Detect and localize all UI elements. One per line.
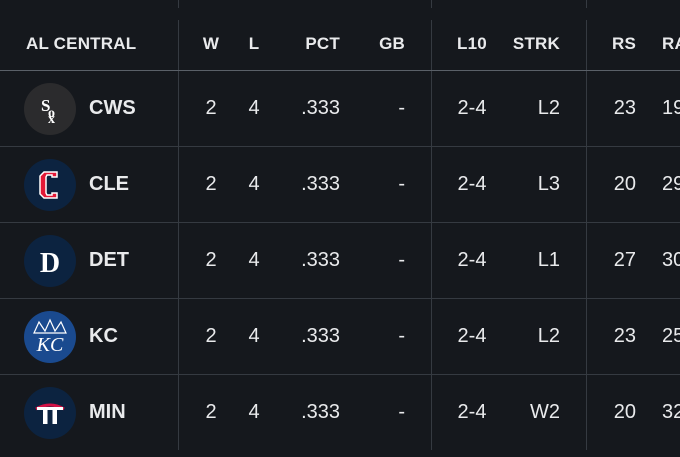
column-header-gb[interactable]: GB bbox=[379, 34, 405, 53]
games-back: - bbox=[398, 97, 405, 119]
last-ten: 2-4 bbox=[457, 97, 487, 119]
division-header: AL CENTRAL bbox=[26, 34, 137, 53]
losses: 4 bbox=[248, 401, 260, 423]
header-divider bbox=[0, 70, 680, 71]
row-divider bbox=[0, 298, 680, 299]
column-divider bbox=[586, 20, 587, 450]
streak: L2 bbox=[537, 97, 560, 119]
team-name[interactable]: MIN bbox=[89, 401, 126, 423]
column-header-l10[interactable]: L10 bbox=[457, 34, 487, 53]
streak: L1 bbox=[537, 249, 560, 271]
runs-scored: 23 bbox=[613, 97, 636, 119]
column-divider bbox=[431, 20, 432, 450]
column-divider bbox=[586, 0, 587, 8]
column-header-ra[interactable]: RA bbox=[662, 34, 680, 53]
row-divider bbox=[0, 146, 680, 147]
win-pct: .333 bbox=[301, 401, 340, 423]
wins: 2 bbox=[205, 401, 217, 423]
royals-logo: KC bbox=[24, 311, 76, 363]
streak: L2 bbox=[537, 325, 560, 347]
team-name[interactable]: KC bbox=[89, 325, 118, 347]
column-divider bbox=[178, 0, 179, 8]
win-pct: .333 bbox=[301, 173, 340, 195]
win-pct: .333 bbox=[301, 97, 340, 119]
column-divider bbox=[431, 0, 432, 8]
runs-scored: 20 bbox=[613, 173, 636, 195]
row-divider bbox=[0, 222, 680, 223]
svg-text:D: D bbox=[40, 248, 60, 278]
column-divider bbox=[178, 20, 179, 450]
last-ten: 2-4 bbox=[457, 249, 487, 271]
runs-allowed: 19 bbox=[662, 97, 680, 119]
losses: 4 bbox=[248, 97, 260, 119]
twins-logo bbox=[24, 387, 76, 439]
tigers-logo: D bbox=[24, 235, 76, 287]
win-pct: .333 bbox=[301, 249, 340, 271]
runs-scored: 20 bbox=[613, 401, 636, 423]
svg-text:KC: KC bbox=[36, 334, 64, 356]
runs-allowed: 32 bbox=[662, 401, 680, 423]
losses: 4 bbox=[248, 249, 260, 271]
white-sox-logo: S o x bbox=[24, 83, 76, 135]
games-back: - bbox=[398, 401, 405, 423]
wins: 2 bbox=[205, 325, 217, 347]
column-header-l[interactable]: L bbox=[248, 34, 260, 53]
streak: L3 bbox=[537, 173, 560, 195]
svg-text:S: S bbox=[41, 96, 50, 115]
runs-scored: 23 bbox=[613, 325, 636, 347]
svg-text:x: x bbox=[48, 112, 55, 126]
guardians-logo bbox=[24, 159, 76, 211]
runs-allowed: 29 bbox=[662, 173, 680, 195]
team-name[interactable]: DET bbox=[89, 249, 129, 271]
wins: 2 bbox=[205, 97, 217, 119]
column-header-strk[interactable]: STRK bbox=[512, 34, 560, 53]
runs-allowed: 30 bbox=[662, 249, 680, 271]
games-back: - bbox=[398, 325, 405, 347]
team-name[interactable]: CLE bbox=[89, 173, 129, 195]
games-back: - bbox=[398, 173, 405, 195]
runs-scored: 27 bbox=[613, 249, 636, 271]
runs-allowed: 25 bbox=[662, 325, 680, 347]
win-pct: .333 bbox=[301, 325, 340, 347]
last-ten: 2-4 bbox=[457, 401, 487, 423]
streak: W2 bbox=[530, 401, 560, 423]
wins: 2 bbox=[205, 249, 217, 271]
losses: 4 bbox=[248, 173, 260, 195]
last-ten: 2-4 bbox=[457, 325, 487, 347]
losses: 4 bbox=[248, 325, 260, 347]
svg-text:o: o bbox=[48, 106, 55, 121]
column-header-pct[interactable]: PCT bbox=[305, 34, 340, 53]
row-divider bbox=[0, 374, 680, 375]
last-ten: 2-4 bbox=[457, 173, 487, 195]
column-header-w[interactable]: W bbox=[202, 34, 220, 53]
wins: 2 bbox=[205, 173, 217, 195]
column-header-rs[interactable]: RS bbox=[611, 34, 636, 53]
team-name[interactable]: CWS bbox=[89, 97, 136, 119]
games-back: - bbox=[398, 249, 405, 271]
